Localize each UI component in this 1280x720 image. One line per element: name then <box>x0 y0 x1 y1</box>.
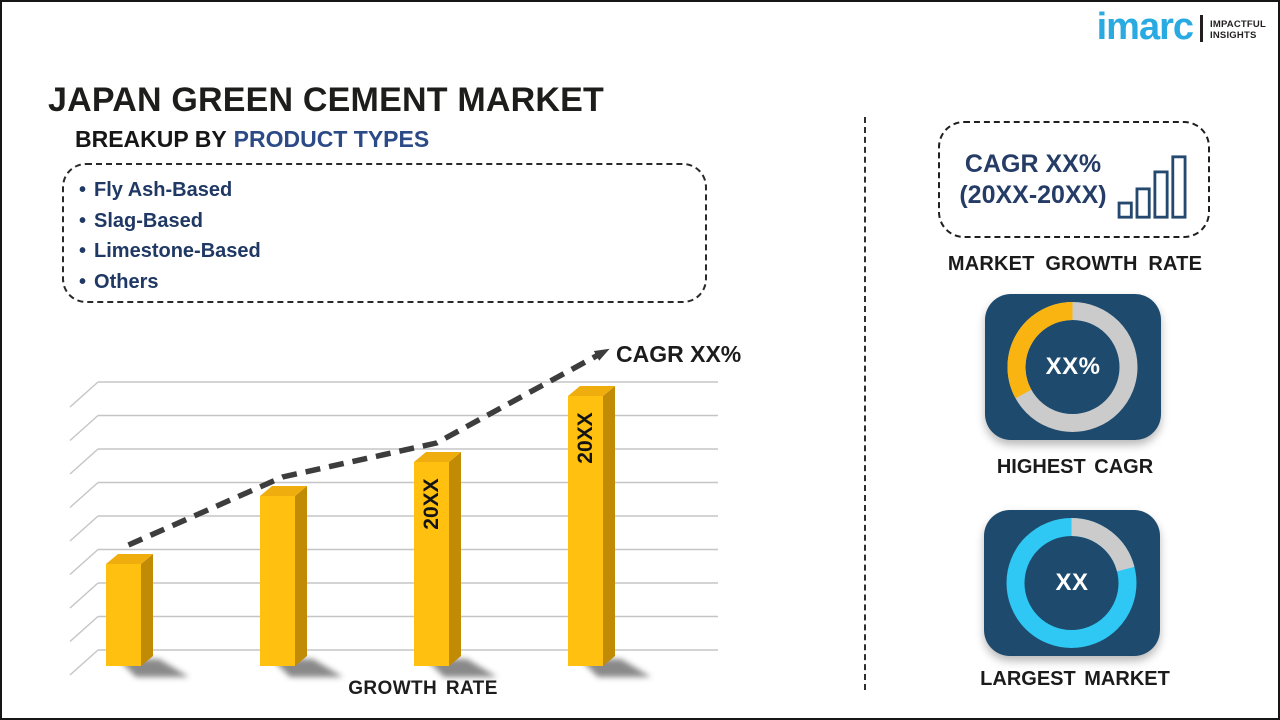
market-growth-rate-label: MARKET GROWTH RATE <box>947 253 1203 275</box>
section-heading-highlight: PRODUCT TYPES <box>233 126 430 152</box>
logo-tagline-line2: INSIGHTS <box>1210 30 1257 42</box>
product-type-label: Slag-Based <box>94 209 203 232</box>
bullet-glyph: • <box>79 179 87 201</box>
bullet-glyph: • <box>79 270 87 293</box>
logo-divider-bar <box>1200 15 1204 43</box>
growth-rate-axis-label: GROWTH RATE <box>348 678 498 699</box>
bar-year-label: 20XX <box>574 412 597 463</box>
product-type-item: • Slag-Based <box>79 206 705 237</box>
bar-top-face <box>414 452 461 462</box>
logo-tagline-line1: IMPACTFUL <box>1210 19 1266 31</box>
cagr-trend-annotation: CAGR XX% <box>616 341 742 367</box>
bar-side-face <box>603 386 615 666</box>
section-heading-prefix: BREAKUP BY <box>75 126 227 152</box>
bar-top-face <box>106 554 153 564</box>
chart-bar <box>568 396 603 666</box>
largest-market-donut-chart <box>1006 518 1137 648</box>
growth-bar-chart: 20XX 20XX <box>69 348 718 677</box>
product-type-item: • Others <box>79 267 705 298</box>
donut-segment <box>1071 518 1135 572</box>
bullet-glyph: • <box>79 209 87 232</box>
bar-side-face <box>449 452 461 666</box>
imarc-logo-text: imarc <box>1096 6 1194 48</box>
bullet-glyph: • <box>79 240 87 262</box>
page-title: JAPAN GREEN CEMENT MARKET <box>48 80 604 119</box>
highest-cagr-tile: XX% <box>985 294 1161 440</box>
product-type-item: • Fly Ash-Based <box>79 175 705 206</box>
cagr-box-text: CAGR XX% (20XX-20XX) <box>959 149 1106 210</box>
highest-cagr-donut-chart <box>1007 302 1138 432</box>
largest-market-tile: XX <box>984 510 1160 656</box>
section-heading: BREAKUP BY PRODUCT TYPES <box>75 126 429 153</box>
cagr-trend-line <box>127 348 610 548</box>
product-type-label: Fly Ash-Based <box>94 179 233 201</box>
cagr-box: CAGR XX% (20XX-20XX) <box>938 121 1210 238</box>
bar-top-face <box>260 486 307 496</box>
cagr-box-line2: (20XX-20XX) <box>959 180 1107 209</box>
logo-tagline: IMPACTFUL INSIGHTS <box>1210 19 1266 42</box>
chart-bar <box>106 564 141 666</box>
bar-chart-icon <box>1117 154 1187 219</box>
chart-bar <box>414 462 449 666</box>
donut-segment <box>1007 302 1073 399</box>
bar-side-face <box>295 486 307 666</box>
panel-divider <box>864 117 866 690</box>
product-type-label: Others <box>94 270 159 293</box>
highest-cagr-label: HIGHEST CAGR <box>996 456 1154 478</box>
product-type-label: Limestone-Based <box>94 240 261 262</box>
imarc-logo: imarc IMPACTFUL INSIGHTS <box>1096 6 1266 48</box>
highest-cagr-value: XX% <box>1045 353 1101 380</box>
largest-market-value: XX <box>1055 569 1089 596</box>
chart-bar <box>260 496 295 666</box>
product-type-item: • Limestone-Based <box>79 236 705 267</box>
cagr-box-line1: CAGR XX% <box>964 150 1102 178</box>
product-types-box: • Fly Ash-Based • Slag-Based • Limestone-Ba… <box>62 163 707 303</box>
largest-market-label: LARGEST MARKET <box>980 668 1170 690</box>
bar-year-label: 20XX <box>420 478 443 529</box>
bar-side-face <box>141 554 153 666</box>
bar-top-face <box>568 386 615 396</box>
